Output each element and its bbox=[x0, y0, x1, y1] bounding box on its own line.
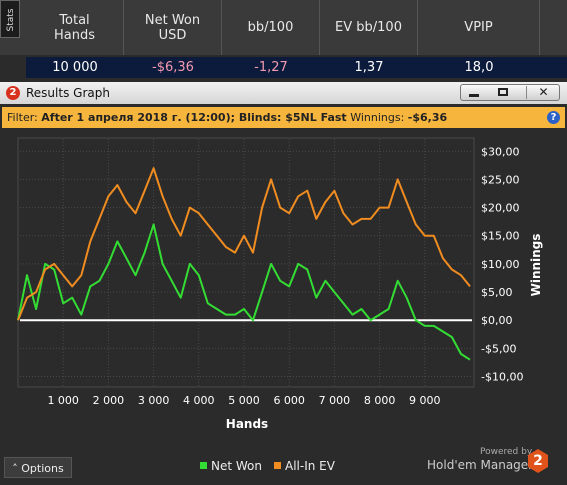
stats-header-text: USD bbox=[158, 27, 187, 43]
stats-header-text: Net Won bbox=[144, 12, 201, 28]
stats-header-cell: Total Hands bbox=[26, 0, 124, 55]
y-tick-label: $30,00 bbox=[481, 145, 520, 158]
series-line bbox=[17, 223, 471, 361]
stats-header-cell: VPIP bbox=[418, 0, 540, 55]
results-chart: Hands Winnings -$10,00 -$5,00 $0,00 $5,00 $1… bbox=[0, 130, 567, 455]
filter-bar: Filter: After 1 апреля 2018 г. (12:00); … bbox=[2, 107, 565, 128]
stats-header-text: Hands bbox=[53, 27, 95, 43]
x-tick-label: 5 000 bbox=[228, 394, 260, 407]
stats-header-text: Total bbox=[59, 12, 90, 28]
series-line bbox=[17, 167, 471, 321]
stats-header-text: VPIP bbox=[464, 20, 493, 35]
x-axis-label: Hands bbox=[226, 417, 268, 431]
stats-tab[interactable]: Stats bbox=[0, 0, 20, 38]
y-tick-label: -$5,00 bbox=[481, 342, 516, 355]
stats-value: 18,0 bbox=[464, 60, 494, 75]
y-tick-label: $10,00 bbox=[481, 258, 520, 271]
x-tick-label: 6 000 bbox=[273, 394, 305, 407]
maximize-button[interactable] bbox=[498, 88, 508, 96]
stats-tab-label: Stats bbox=[6, 8, 16, 32]
stats-header-cell: EV bb/100 bbox=[320, 0, 418, 55]
legend-label: Net Won bbox=[211, 459, 262, 473]
filter-label: Filter: bbox=[7, 111, 38, 124]
legend-label: All-In EV bbox=[285, 459, 335, 473]
stats-header-cell: Net Won USD bbox=[124, 0, 222, 55]
y-tick-label: $5,00 bbox=[481, 286, 513, 299]
stats-value: 10 000 bbox=[52, 60, 98, 75]
close-button[interactable]: ✕ bbox=[526, 86, 560, 99]
stats-header: Stats Total Hands Net Won USD bb/100 EV bb/10… bbox=[0, 0, 567, 55]
stats-value: 1,37 bbox=[354, 60, 384, 75]
stats-header-text: bb/100 bbox=[247, 20, 294, 35]
brand: Hold'em Manager bbox=[427, 458, 534, 472]
legend-swatch bbox=[200, 462, 207, 469]
brand-icon: 2 bbox=[528, 449, 548, 473]
plot-frame bbox=[17, 137, 475, 388]
window-icon: 2 bbox=[6, 86, 20, 100]
chart-background bbox=[0, 130, 567, 455]
legend-swatch bbox=[274, 462, 281, 469]
window-titlebar: 2 Results Graph ✕ bbox=[0, 82, 567, 104]
winnings-label: Winnings: bbox=[350, 111, 405, 124]
x-tick-label: 4 000 bbox=[183, 394, 215, 407]
window-controls: ✕ bbox=[460, 84, 560, 101]
winnings-value: -$6,36 bbox=[407, 111, 448, 124]
stats-values: 10 000 -$6,36 -1,27 1,37 18,0 bbox=[26, 57, 567, 78]
x-tick-label: 7 000 bbox=[319, 394, 351, 407]
powered-by: Powered by bbox=[480, 447, 533, 457]
x-tick-label: 9 000 bbox=[409, 394, 441, 407]
stats-header-text: EV bb/100 bbox=[335, 20, 402, 35]
minimize-button[interactable] bbox=[469, 94, 479, 97]
help-button[interactable]: ? bbox=[547, 111, 560, 124]
y-tick-label: $20,00 bbox=[481, 202, 520, 215]
y-tick-label: $0,00 bbox=[481, 314, 513, 327]
y-tick-label: $25,00 bbox=[481, 173, 520, 186]
y-axis-label: Winnings bbox=[529, 234, 543, 297]
x-tick-label: 3 000 bbox=[138, 394, 170, 407]
x-tick-label: 1 000 bbox=[47, 394, 79, 407]
stats-value: -1,27 bbox=[254, 60, 288, 75]
stats-header-cell: bb/100 bbox=[222, 0, 320, 55]
y-tick-label: -$10,00 bbox=[481, 371, 523, 384]
options-label: Options bbox=[21, 462, 64, 475]
window-title: Results Graph bbox=[26, 86, 110, 100]
y-tick-label: $15,00 bbox=[481, 230, 520, 243]
legend: Net Won All-In EV bbox=[200, 459, 335, 473]
x-tick-label: 2 000 bbox=[93, 394, 125, 407]
options-button[interactable]: ˄ Options bbox=[4, 457, 72, 478]
x-tick-label: 8 000 bbox=[364, 394, 396, 407]
bottom-bar: ˄ Options Net Won All-In EV Powered by Ho… bbox=[0, 447, 567, 485]
filter-text: After 1 апреля 2018 г. (12:00); Blinds: … bbox=[41, 111, 347, 124]
stats-value: -$6,36 bbox=[152, 60, 194, 75]
